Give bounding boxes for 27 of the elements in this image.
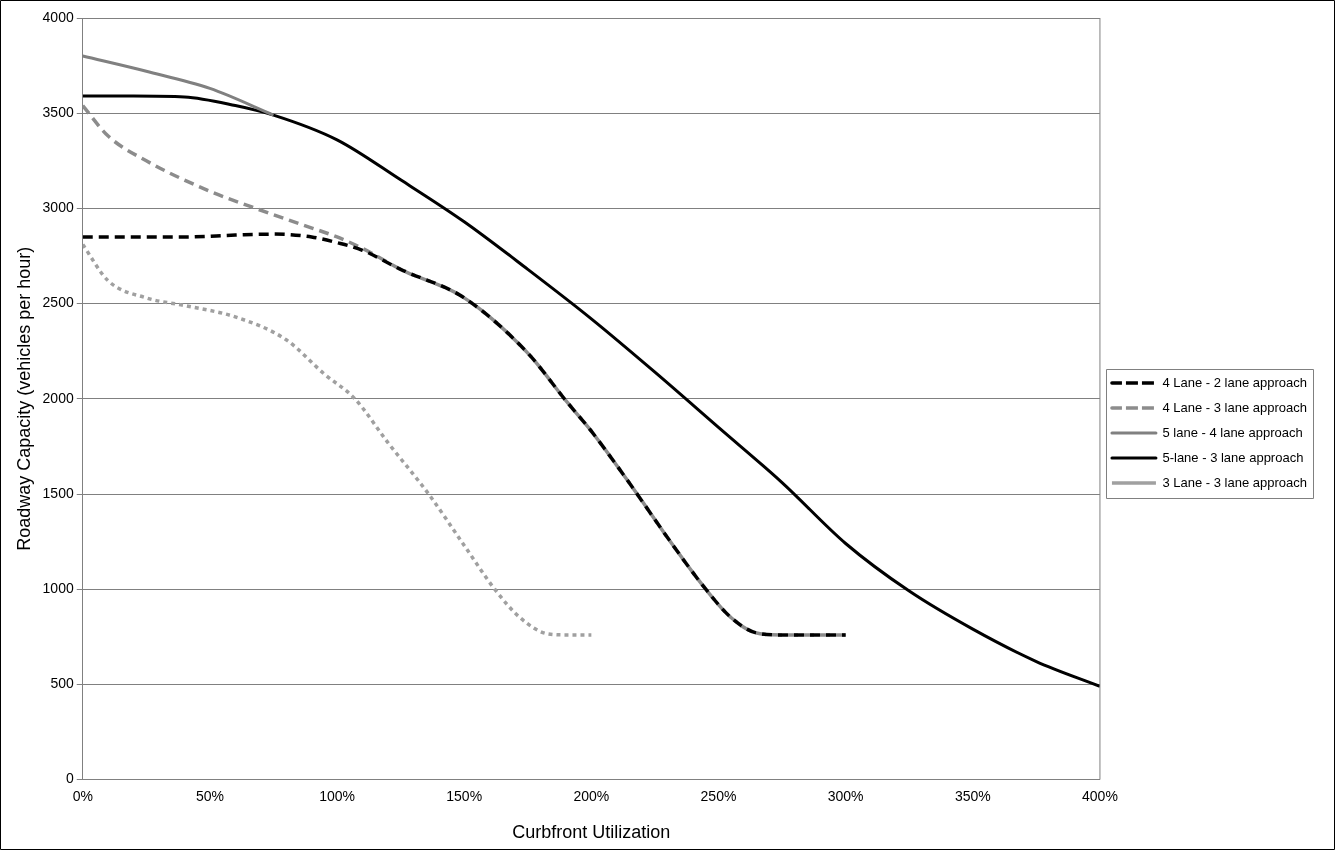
- legend-label: 4 Lane - 3 lane approach: [1162, 399, 1308, 415]
- x-tick-label: 50%: [195, 787, 224, 804]
- legend-label: 5 lane - 4 lane approach: [1162, 424, 1303, 440]
- y-axis-title: Roadway Capacity (vehicles per hour): [13, 246, 34, 551]
- line-series: [82, 242, 594, 637]
- y-tick-label: 2000: [42, 389, 74, 406]
- y-tick-label: 2500: [42, 294, 74, 311]
- x-tick-label: 250%: [700, 787, 737, 804]
- y-tick-label: 500: [50, 675, 74, 692]
- y-tick-label: 3500: [42, 104, 74, 121]
- x-tick-label: 150%: [446, 787, 483, 804]
- x-tick-label: 0%: [72, 787, 93, 804]
- x-tick-label: 350%: [954, 787, 991, 804]
- legend-label: 4 Lane - 2 lane approach: [1162, 374, 1308, 390]
- x-tick-label: 300%: [827, 787, 864, 804]
- line-series: [82, 232, 848, 637]
- legend-label: 5-lane - 3 lane approach: [1162, 449, 1304, 465]
- y-tick-label: 3000: [42, 199, 74, 216]
- x-axis-title: Curbfront Utilization: [512, 822, 671, 843]
- x-tick-label: 100%: [319, 787, 355, 804]
- y-tick-label: 1000: [42, 580, 74, 597]
- x-tick-label: 400%: [1082, 787, 1118, 804]
- y-tick-label: 1500: [42, 484, 74, 501]
- legend-label: 3 Lane - 3 lane approach: [1162, 474, 1308, 490]
- y-tick-label: 4000: [42, 8, 74, 25]
- x-tick-label: 200%: [573, 787, 610, 804]
- y-tick-label: 0: [65, 770, 74, 787]
